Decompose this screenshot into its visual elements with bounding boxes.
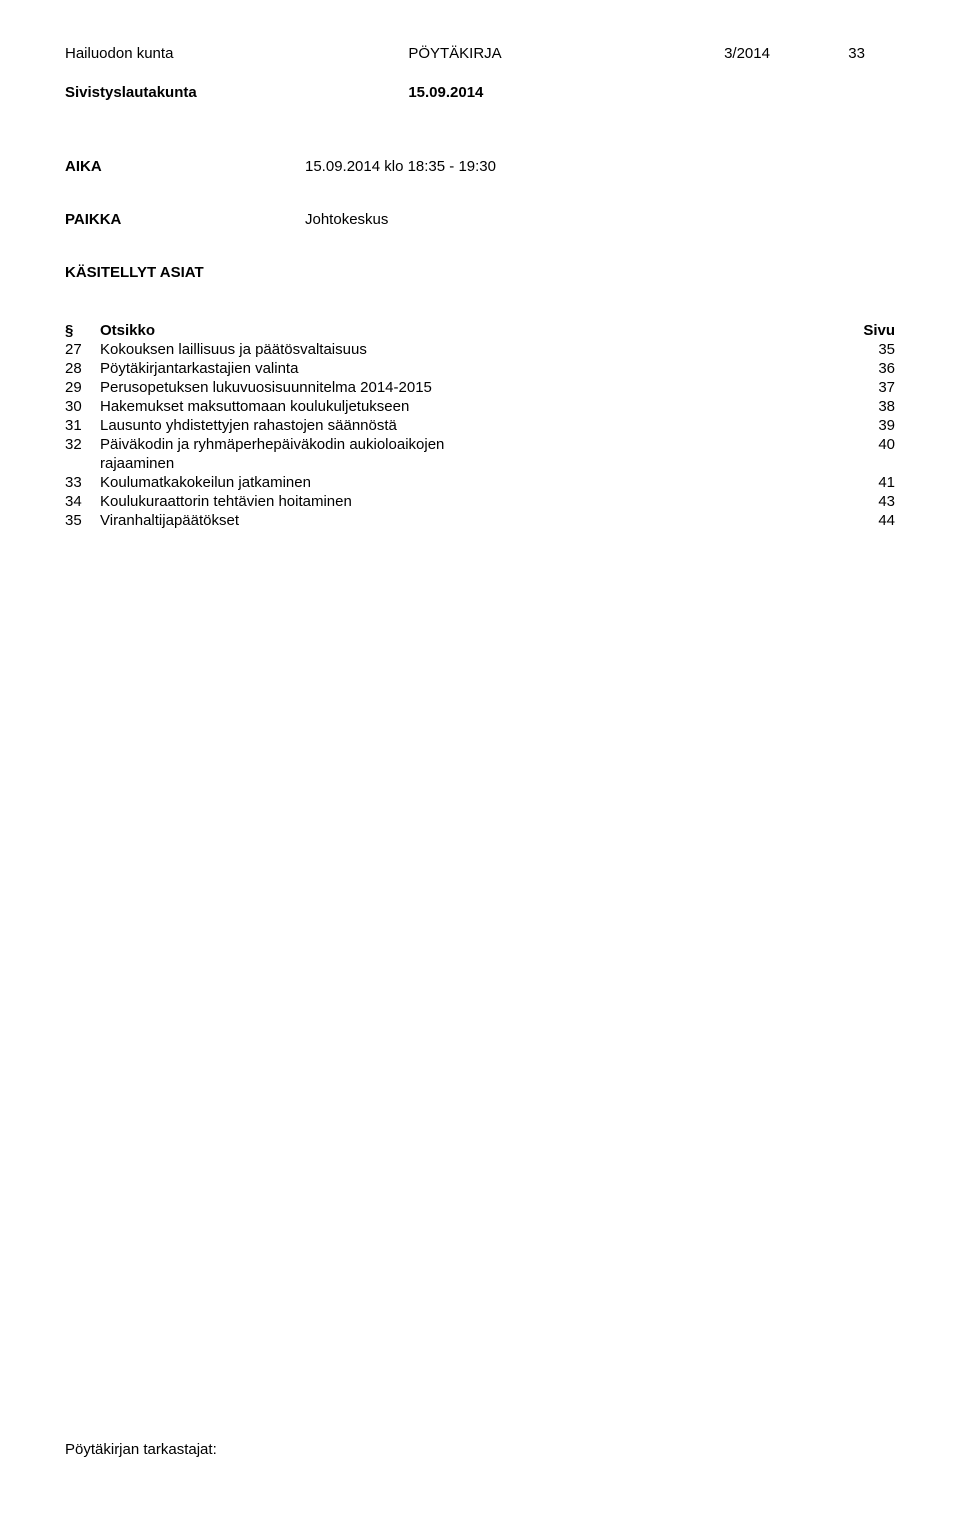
row-page <box>840 455 895 472</box>
table-row: 29 Perusopetuksen lukuvuosisuunnitelma 2… <box>65 379 895 396</box>
committee-date: 15.09.2014 <box>408 84 483 101</box>
agenda-heading-row: KÄSITELLYT ASIAT <box>65 264 895 281</box>
row-num: 28 <box>65 360 100 377</box>
footer-text: Pöytäkirjan tarkastajat: <box>65 1441 217 1458</box>
row-num: 32 <box>65 436 100 453</box>
row-num: 27 <box>65 341 100 358</box>
place-label: PAIKKA <box>65 211 305 228</box>
row-page: 37 <box>840 379 895 396</box>
row-num <box>65 455 100 472</box>
table-row: 33 Koulumatkakokeilun jatkaminen 41 <box>65 474 895 491</box>
row-page: 36 <box>840 360 895 377</box>
row-title: Koulumatkakokeilun jatkaminen <box>100 474 840 491</box>
row-page: 41 <box>840 474 895 491</box>
row-title: Koulukuraattorin tehtävien hoitaminen <box>100 493 840 510</box>
committee-row: Sivistyslautakunta 15.09.2014 <box>65 84 895 101</box>
place-value: Johtokeskus <box>305 211 895 228</box>
row-title: Pöytäkirjantarkastajien valinta <box>100 360 840 377</box>
row-num: 34 <box>65 493 100 510</box>
col-header-title: Otsikko <box>100 322 840 339</box>
row-title: Perusopetuksen lukuvuosisuunnitelma 2014… <box>100 379 840 396</box>
doc-type: PÖYTÄKIRJA <box>408 45 501 62</box>
row-title: Lausunto yhdistettyjen rahastojen säännö… <box>100 417 840 434</box>
row-num: 29 <box>65 379 100 396</box>
row-page: 44 <box>840 512 895 529</box>
row-page: 38 <box>840 398 895 415</box>
place-row: PAIKKA Johtokeskus <box>65 211 895 228</box>
row-title: Viranhaltijapäätökset <box>100 512 840 529</box>
row-page: 43 <box>840 493 895 510</box>
page-number: 33 <box>848 45 865 62</box>
row-num: 31 <box>65 417 100 434</box>
table-row: 30 Hakemukset maksuttomaan koulukuljetuk… <box>65 398 895 415</box>
document-header: Hailuodon kunta PÖYTÄKIRJA 3/2014 33 <box>65 45 895 62</box>
row-num: 30 <box>65 398 100 415</box>
row-page: 35 <box>840 341 895 358</box>
table-header-row: § Otsikko Sivu <box>65 322 895 339</box>
row-title: Päiväkodin ja ryhmäperhepäiväkodin aukio… <box>100 436 840 453</box>
committee-name: Sivistyslautakunta <box>65 84 197 101</box>
col-header-page: Sivu <box>840 322 895 339</box>
agenda-table: § Otsikko Sivu 27 Kokouksen laillisuus j… <box>65 322 895 529</box>
table-row: 28 Pöytäkirjantarkastajien valinta 36 <box>65 360 895 377</box>
agenda-heading: KÄSITELLYT ASIAT <box>65 264 305 281</box>
row-title: rajaaminen <box>100 455 840 472</box>
row-title: Kokouksen laillisuus ja päätösvaltaisuus <box>100 341 840 358</box>
doc-number: 3/2014 <box>724 45 770 62</box>
time-row: AIKA 15.09.2014 klo 18:35 - 19:30 <box>65 158 895 175</box>
org-name: Hailuodon kunta <box>65 45 293 62</box>
row-title: Hakemukset maksuttomaan koulukuljetuksee… <box>100 398 840 415</box>
time-value: 15.09.2014 klo 18:35 - 19:30 <box>305 158 895 175</box>
table-row: rajaaminen <box>65 455 895 472</box>
table-row: 32 Päiväkodin ja ryhmäperhepäiväkodin au… <box>65 436 895 453</box>
row-page: 40 <box>840 436 895 453</box>
table-row: 35 Viranhaltijapäätökset 44 <box>65 512 895 529</box>
table-row: 31 Lausunto yhdistettyjen rahastojen sää… <box>65 417 895 434</box>
table-row: 34 Koulukuraattorin tehtävien hoitaminen… <box>65 493 895 510</box>
col-header-num: § <box>65 322 100 339</box>
row-num: 33 <box>65 474 100 491</box>
table-row: 27 Kokouksen laillisuus ja päätösvaltais… <box>65 341 895 358</box>
row-page: 39 <box>840 417 895 434</box>
row-num: 35 <box>65 512 100 529</box>
time-label: AIKA <box>65 158 305 175</box>
